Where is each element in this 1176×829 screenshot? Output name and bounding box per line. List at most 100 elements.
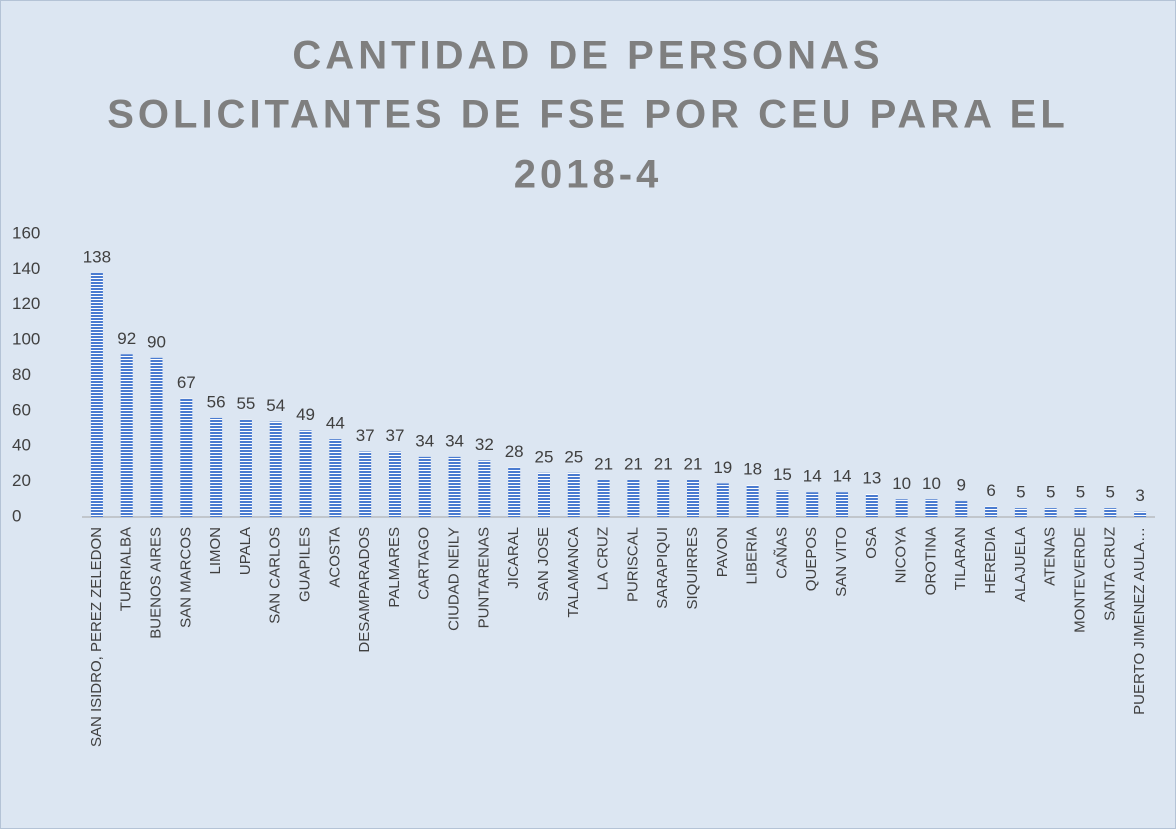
value-label: 25 — [535, 447, 554, 466]
value-label: 5 — [1106, 483, 1115, 502]
x-tick-label: LA CRUZ — [595, 527, 612, 590]
bar — [627, 479, 640, 517]
x-tick-label: SAN CARLOS — [267, 527, 284, 624]
x-tick-label: SIQUIRRES — [684, 527, 701, 610]
x-tick-label: HEREDIA — [982, 527, 999, 594]
x-tick-label: ALAJUELA — [1012, 527, 1029, 602]
x-tick-label: OSA — [863, 527, 880, 559]
value-label: 15 — [773, 465, 792, 484]
y-tick-label: 20 — [12, 471, 31, 490]
bar — [865, 494, 878, 517]
bar — [657, 479, 670, 517]
value-label: 14 — [833, 467, 852, 486]
x-tick-label: SARAPIQUI — [654, 527, 671, 609]
value-label: 25 — [564, 447, 583, 466]
x-tick-label: OROTINA — [922, 527, 939, 595]
value-label: 5 — [1076, 483, 1085, 502]
value-label: 34 — [415, 431, 434, 450]
bar — [269, 421, 282, 517]
value-label: 34 — [445, 431, 464, 450]
chart-title: 2018-4 — [514, 153, 663, 197]
value-label: 21 — [654, 454, 673, 473]
x-tick-label: PALMARES — [386, 527, 403, 608]
x-tick-label: PUERTO JIMENEZ AULA… — [1131, 527, 1148, 715]
bar — [1074, 508, 1087, 517]
bar — [1044, 508, 1057, 517]
y-tick-label: 0 — [12, 506, 21, 525]
bar — [180, 398, 193, 517]
value-label: 14 — [803, 467, 822, 486]
x-tick-label: SAN VITO — [833, 527, 850, 597]
value-label: 9 — [957, 476, 966, 495]
bar — [687, 479, 700, 517]
x-tick-label: MONTEVERDE — [1071, 527, 1088, 633]
x-tick-label: TURRIALBA — [118, 527, 135, 611]
x-tick-label: SAN JOSE — [535, 527, 552, 601]
x-tick-label: JICARAL — [505, 527, 522, 589]
x-tick-label: UPALA — [237, 527, 254, 575]
value-label: 54 — [266, 396, 285, 415]
x-tick-label: GUAPILES — [297, 527, 314, 602]
chart-title: CANTIDAD DE PERSONAS — [292, 34, 883, 78]
bar — [508, 467, 521, 517]
value-label: 55 — [236, 394, 255, 413]
value-label: 138 — [83, 247, 111, 266]
value-label: 21 — [684, 454, 703, 473]
bar — [150, 357, 163, 517]
bar — [388, 451, 401, 517]
x-tick-label: CARTAGO — [416, 527, 433, 600]
bar — [448, 456, 461, 517]
bar — [985, 506, 998, 517]
bar — [806, 492, 819, 517]
value-label: 37 — [356, 426, 375, 445]
value-label: 21 — [624, 454, 643, 473]
x-tick-label: CAÑAS — [773, 527, 790, 579]
bar — [478, 460, 491, 517]
x-tick-label: QUEPOS — [803, 527, 820, 591]
bar — [955, 501, 968, 517]
bar — [746, 485, 759, 517]
value-label: 21 — [594, 454, 613, 473]
x-tick-label: LIBERIA — [744, 527, 761, 585]
y-tick-label: 120 — [12, 294, 40, 313]
bar — [239, 419, 252, 517]
x-tick-label: DESAMPARADOS — [356, 527, 373, 653]
bar — [925, 499, 938, 517]
value-label: 6 — [986, 481, 995, 500]
bar — [1104, 508, 1117, 517]
bar — [1014, 508, 1027, 517]
x-tick-label: LIMON — [207, 527, 224, 575]
value-label: 5 — [1016, 483, 1025, 502]
value-label: 10 — [892, 474, 911, 493]
x-tick-label: SAN MARCOS — [177, 527, 194, 628]
x-tick-label: ATENAS — [1042, 527, 1059, 586]
x-tick-label: SAN ISIDRO, PEREZ ZELEDON — [88, 527, 105, 747]
y-tick-label: 80 — [12, 365, 31, 384]
bar — [567, 472, 580, 517]
bar — [329, 439, 342, 517]
value-label: 67 — [177, 373, 196, 392]
bar — [776, 490, 789, 517]
bar — [418, 456, 431, 517]
bar — [210, 417, 223, 517]
x-tick-label: TALAMANCA — [565, 527, 582, 618]
x-tick-label: BUENOS AIRES — [147, 527, 164, 639]
value-label: 28 — [505, 442, 524, 461]
x-tick-label: CIUDAD NEILY — [446, 527, 463, 631]
x-tick-label: PURISCAL — [624, 527, 641, 602]
x-tick-label: NICOYA — [893, 527, 910, 583]
chart-title: SOLICITANTES DE FSE POR CEU PARA EL — [107, 93, 1069, 137]
y-tick-label: 40 — [12, 436, 31, 455]
value-label: 90 — [147, 332, 166, 351]
value-label: 5 — [1046, 483, 1055, 502]
y-tick-label: 100 — [12, 330, 40, 349]
x-tick-label: ACOSTA — [326, 527, 343, 588]
value-label: 19 — [713, 458, 732, 477]
bar — [537, 472, 550, 517]
bar — [359, 451, 372, 517]
value-label: 18 — [743, 460, 762, 479]
bar — [716, 483, 729, 517]
y-tick-label: 160 — [12, 223, 40, 242]
